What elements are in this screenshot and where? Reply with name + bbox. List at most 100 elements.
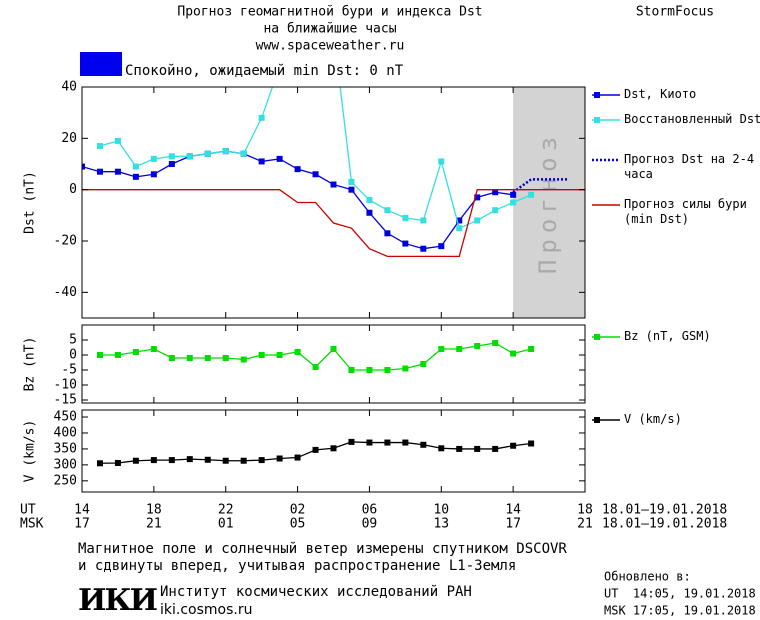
y-tick-label: 250 [54, 473, 77, 488]
point [510, 199, 517, 206]
plot-area [96, 340, 535, 373]
frame [81, 324, 586, 404]
point [456, 225, 463, 232]
point [420, 217, 427, 224]
point [528, 191, 535, 198]
plot-area: Прогноз [82, 87, 585, 318]
note: и сдвинуты вперед, учитывая распростране… [78, 558, 516, 574]
x-tick-label: 22 [218, 503, 234, 518]
point [438, 158, 445, 165]
point [276, 155, 283, 162]
point [384, 367, 391, 373]
plot-area [96, 438, 535, 467]
x-axis-label: UT [20, 503, 36, 518]
point [294, 349, 301, 355]
y-tick-label: 20 [61, 131, 77, 146]
point [150, 171, 157, 178]
point [402, 365, 409, 372]
point [492, 207, 499, 214]
point [132, 163, 139, 170]
point [240, 356, 247, 363]
brand: StormFocus [636, 5, 714, 20]
point [420, 361, 427, 367]
point [438, 243, 445, 250]
point [348, 186, 355, 193]
x-tick-label: 18 [146, 503, 162, 518]
point [276, 352, 283, 358]
y-tick-label: 300 [54, 457, 77, 472]
point [474, 343, 481, 349]
institute: Институт космических исследований РАН [160, 584, 472, 600]
point [114, 352, 121, 358]
point [510, 191, 517, 198]
point [312, 171, 319, 178]
y-tick-label: 350 [54, 441, 77, 456]
title: Прогноз геомагнитной бури и индекса Dst [177, 5, 482, 20]
legend-entry: Dst, Киото [624, 87, 697, 101]
point [258, 158, 265, 165]
point [96, 168, 103, 175]
point [510, 442, 517, 449]
y-tick-label: 40 [61, 80, 77, 95]
x2-tick-label: 01 [218, 517, 234, 532]
point [438, 346, 445, 352]
x2-tick-label: 21 [146, 517, 162, 532]
x-tick-label: 10 [433, 503, 449, 518]
point [384, 439, 391, 446]
point [204, 150, 211, 157]
point [456, 217, 463, 224]
status: Спокойно, ожидаемый min Dst: 0 nT [125, 63, 404, 79]
point [528, 346, 535, 352]
site: iki.cosmos.ru [160, 602, 252, 618]
point [132, 349, 139, 355]
frame [81, 409, 586, 493]
point [348, 367, 355, 373]
point [96, 143, 103, 150]
point [474, 445, 481, 452]
point [186, 456, 193, 463]
y-tick-label: 0 [69, 348, 77, 363]
y-axis-label: V (km/s) [23, 420, 38, 483]
point [528, 440, 535, 447]
point [204, 355, 211, 361]
x2-tick-label: 13 [433, 517, 449, 532]
x2-tick-label: 17 [505, 517, 521, 532]
y-axis-label: Bz (nT) [23, 337, 38, 392]
x-tick-label: 18 [577, 503, 593, 518]
legend-entry: Bz (nT, GSM) [624, 329, 711, 343]
point [474, 217, 481, 224]
y-tick-label: 0 [69, 182, 77, 197]
point [492, 189, 499, 196]
date-range: 18.01–19.01.2018 [602, 517, 727, 532]
series-line [512, 178, 568, 194]
point [114, 459, 121, 466]
x2-tick-label: 17 [74, 517, 90, 532]
point [132, 457, 139, 464]
y-tick-label: -20 [54, 234, 77, 249]
legend-marker [594, 334, 600, 340]
status-box [80, 52, 122, 76]
series-line [82, 150, 514, 250]
point [420, 245, 427, 252]
y-tick-label: 400 [54, 425, 77, 440]
x2-tick-label: 09 [362, 517, 378, 532]
updated-ut: UT 14:05, 19.01.2018 [604, 587, 756, 601]
frame [81, 86, 586, 319]
point [366, 209, 373, 216]
x2-tick-label: 05 [290, 517, 306, 532]
point [258, 352, 265, 358]
point [114, 168, 121, 175]
point [456, 445, 463, 452]
point [276, 455, 283, 462]
updated-msk: MSK 17:05, 19.01.2018 [604, 604, 756, 618]
y-tick-label: 450 [54, 410, 77, 425]
point [258, 457, 265, 464]
point [474, 194, 481, 201]
legend-entry: Восстановленный Dst [624, 112, 760, 126]
point [150, 346, 157, 352]
x-tick-label: 14 [505, 503, 521, 518]
date-range: 18.01–19.01.2018 [602, 503, 727, 518]
y-tick-label: -10 [54, 378, 77, 393]
y-axis-label: Dst (nT) [23, 171, 38, 234]
